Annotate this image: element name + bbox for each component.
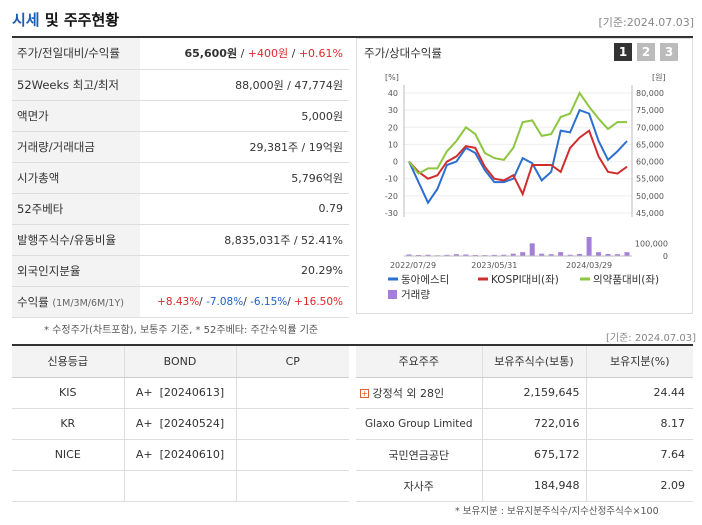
left-tick-label: -30	[385, 209, 398, 218]
header-divider	[12, 36, 693, 38]
table-header-row: 신용등급 BOND CP	[12, 346, 349, 378]
volume-tick-label: 0	[663, 252, 668, 261]
series-line	[408, 108, 628, 205]
table-row: 액면가 5,000원	[12, 100, 349, 132]
right-tick-label: 55,000	[636, 175, 664, 184]
right-tick-label: 60,000	[636, 158, 664, 167]
volume-bar	[624, 252, 630, 256]
shareholders-table: 주요주주 보유주식수(보통) 보유지분(%) + 강정석 외 28인 2,159…	[356, 346, 693, 502]
legend-label: KOSPI대비(좌)	[491, 274, 559, 286]
table-row: Glaxo Group Limited 722,016 8.17	[356, 408, 693, 440]
section-divider	[12, 344, 693, 346]
legend-label: 동아에스티	[401, 274, 449, 286]
volume-bar	[577, 253, 583, 256]
price-rate: +0.61%	[298, 47, 343, 61]
left-tick-label: 20	[388, 123, 398, 132]
table-row: KR A+ [20240524]	[12, 408, 349, 440]
legend-label: 거래량	[401, 289, 430, 301]
table-row: 수익률 (1M/3M/6M/1Y) +8.43%/ -7.08%/ -6.15%…	[12, 286, 349, 318]
volume-bar	[605, 253, 611, 256]
table-row: 자사주 184,948 2.09	[356, 470, 693, 502]
left-tick-label: 30	[388, 106, 398, 115]
volume-bar	[586, 237, 592, 256]
legend-label: 의약품대비(좌)	[593, 274, 659, 286]
page-title: 시세 및 주주현황	[12, 11, 120, 29]
legend-swatch	[388, 290, 397, 299]
left-tick-label: 10	[388, 140, 398, 149]
table-row: 주가/전일대비/수익률 65,600원 / +400원 / +0.61%	[12, 38, 349, 70]
volume-tick-label: 100,000	[635, 239, 668, 248]
right-axis-unit: [원]	[652, 73, 666, 82]
series-line	[408, 90, 627, 175]
volume-bar	[520, 252, 526, 256]
price-change: +400원	[247, 47, 289, 61]
shareholders-footnote: * 보유지분 : 보유지분주식수/지수산정주식수×100	[455, 506, 659, 517]
x-tick-label: 2023/05/31	[471, 261, 517, 270]
table-row: + 강정석 외 28인 2,159,645 24.44	[356, 377, 693, 409]
right-tick-label: 70,000	[636, 123, 664, 132]
volume-bar	[406, 254, 412, 256]
chart-page-1-button[interactable]: 1	[614, 43, 632, 61]
volume-bar	[491, 254, 497, 256]
footnote: * 수정주가(차트포함), 보통주 기준, * 52주베타: 주간수익률 기준	[44, 325, 319, 336]
right-tick-label: 65,000	[636, 140, 664, 149]
volume-bar	[415, 254, 421, 256]
x-tick-label: 2022/07/29	[390, 261, 436, 270]
left-tick-label: 0	[393, 158, 398, 167]
volume-bar	[444, 254, 450, 256]
volume-bar	[463, 254, 469, 256]
x-tick-label: 2024/03/29	[566, 261, 612, 270]
table-row: 발행주식수/유동비율 8,835,031주 / 52.41%	[12, 224, 349, 256]
credit-rating-table: 신용등급 BOND CP KIS A+ [20240613] KR A+ [2024…	[12, 346, 349, 502]
right-tick-label: 75,000	[636, 106, 664, 115]
table-row: 52주베타 0.79	[12, 193, 349, 225]
volume-bar	[529, 243, 535, 256]
chart-page-2-button[interactable]: 2	[637, 43, 655, 61]
reference-date-2: [기준: 2024.07.03]	[606, 333, 697, 344]
volume-bar	[453, 254, 459, 256]
volume-bar	[596, 252, 602, 256]
table-row: KIS A+ [20240613]	[12, 377, 349, 409]
right-tick-label: 50,000	[636, 192, 664, 201]
reference-date: [기준:2024.07.03]	[598, 16, 694, 29]
chart-title: 주가/상대수익률	[364, 46, 442, 60]
table-row: 국민연금공단 675,172 7.64	[356, 439, 693, 471]
volume-bar	[539, 253, 545, 256]
table-row	[12, 470, 349, 502]
volume-bar	[425, 254, 431, 256]
right-tick-label: 45,000	[636, 209, 664, 218]
price-return-chart: [%] [원] 40 30 20 10 0 -10 -20 -30 80,000 75,000 70,0…	[385, 73, 668, 301]
expand-icon[interactable]: +	[360, 389, 369, 398]
volume-bar	[501, 254, 507, 256]
table-row: NICE A+ [20240610]	[12, 439, 349, 471]
table-row: 52Weeks 최고/최저 88,000원 / 47,774원	[12, 69, 349, 101]
price-value: 65,600원	[184, 47, 238, 61]
chart-panel	[356, 38, 693, 314]
left-axis-unit: [%]	[385, 73, 399, 82]
table-header-row: 주요주주 보유주식수(보통) 보유지분(%)	[356, 346, 693, 378]
price-info-table: 주가/전일대비/수익률 65,600원 / +400원 / +0.61% 52W…	[12, 38, 349, 318]
table-row: 시가총액 5,796억원	[12, 162, 349, 194]
volume-bar	[567, 254, 573, 256]
chart-page-3-button[interactable]: 3	[660, 43, 678, 61]
table-row: 거래량/거래대금 29,381주 / 19억원	[12, 131, 349, 163]
table-row: 외국인지분율 20.29%	[12, 255, 349, 287]
left-tick-label: -20	[385, 192, 398, 201]
volume-bar	[558, 252, 564, 256]
volume-bar	[548, 254, 554, 256]
left-tick-label: -10	[385, 175, 398, 184]
right-tick-label: 80,000	[636, 89, 664, 98]
series-line	[408, 129, 628, 197]
left-tick-label: 40	[388, 89, 398, 98]
volume-bar	[510, 253, 516, 256]
volume-bar	[472, 254, 478, 256]
volume-bar	[615, 254, 621, 256]
